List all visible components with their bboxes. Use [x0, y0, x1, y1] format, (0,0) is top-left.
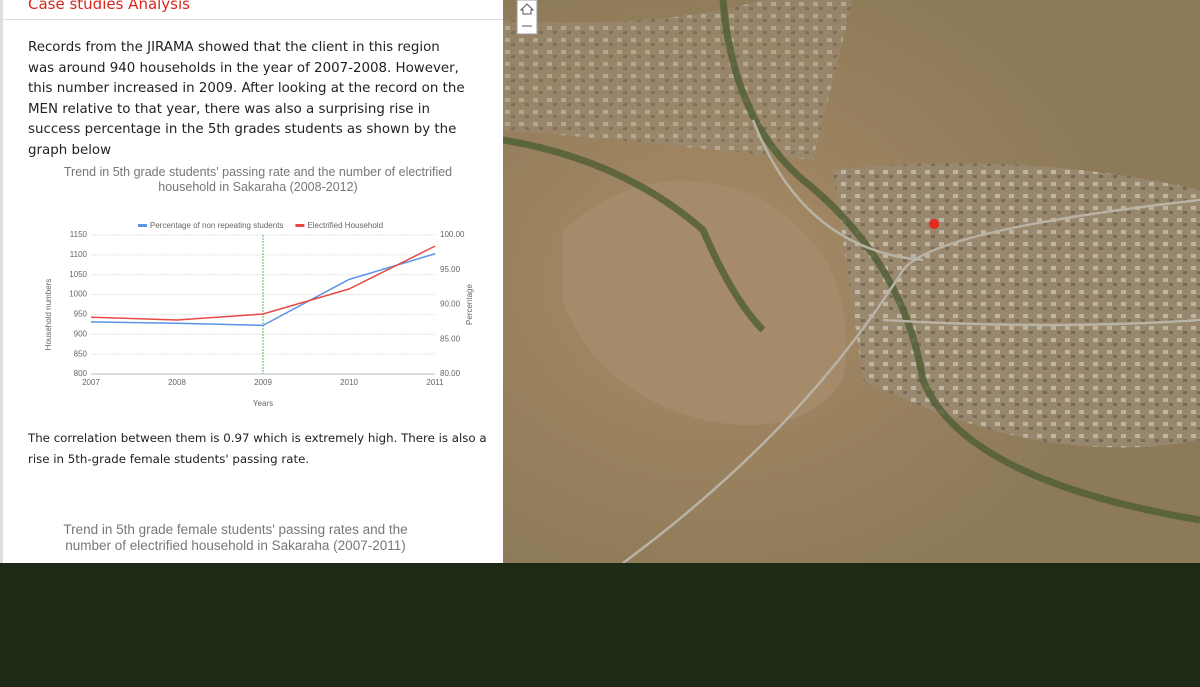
paragraph: The correlation between them is 0.97 whi… [28, 431, 487, 466]
map-controls[interactable] [516, 0, 538, 35]
town [503, 0, 853, 160]
y-axis-title: Household numbers [44, 279, 53, 351]
y2-tick-label: 80.00 [440, 369, 461, 378]
chart-title: Trend in 5th grade students' passing rat… [63, 165, 453, 194]
story-panel: Case studies Analysis Records from the J… [0, 0, 503, 563]
x-tick-label: 2008 [168, 378, 186, 387]
y-tick-label: 1150 [70, 230, 88, 239]
x-tick-label: 2010 [340, 378, 358, 387]
y2-axis-title: Percentage [465, 283, 474, 324]
home-button[interactable] [519, 3, 535, 15]
y2-tick-label: 100.00 [440, 230, 465, 239]
y2-tick-label: 95.00 [440, 265, 461, 274]
y-tick-label: 1100 [70, 250, 88, 259]
y-tick-label: 900 [74, 329, 88, 338]
field [563, 180, 847, 425]
legend-label: Percentage of non repeating students [150, 221, 283, 230]
x-tick-label: 2009 [254, 378, 272, 387]
map-marker[interactable] [929, 219, 940, 244]
y-tick-label: 950 [74, 310, 88, 319]
section-title: Case studies Analysis [28, 0, 190, 13]
y-tick-label: 1050 [69, 270, 87, 279]
road [622, 119, 1200, 563]
river [503, 0, 1200, 524]
y-tick-label: 850 [74, 349, 88, 358]
legend-label: Electrified Household [307, 221, 383, 230]
data-line [90, 253, 436, 327]
paragraph: Records from the JIRAMA showed that the … [28, 40, 465, 158]
divider [3, 19, 503, 20]
x-tick-label: 2011 [426, 378, 444, 387]
y2-tick-label: 85.00 [440, 334, 461, 343]
chart-title: Trend in 5th grade female students' pass… [63, 522, 408, 553]
y-tick-label: 800 [74, 369, 88, 378]
x-tick-label: 2007 [82, 378, 100, 387]
legend-swatch [138, 224, 147, 227]
satellite-map[interactable] [503, 0, 1200, 563]
y-tick-label: 1000 [69, 290, 87, 299]
x-axis-title: Years [253, 399, 273, 408]
chart: 800 850 900 950 1000 1050 1100 1150 80.00 85.00 90… [44, 221, 474, 408]
legend-swatch [295, 224, 305, 227]
data-line [90, 245, 436, 321]
y2-tick-label: 90.00 [440, 300, 461, 309]
